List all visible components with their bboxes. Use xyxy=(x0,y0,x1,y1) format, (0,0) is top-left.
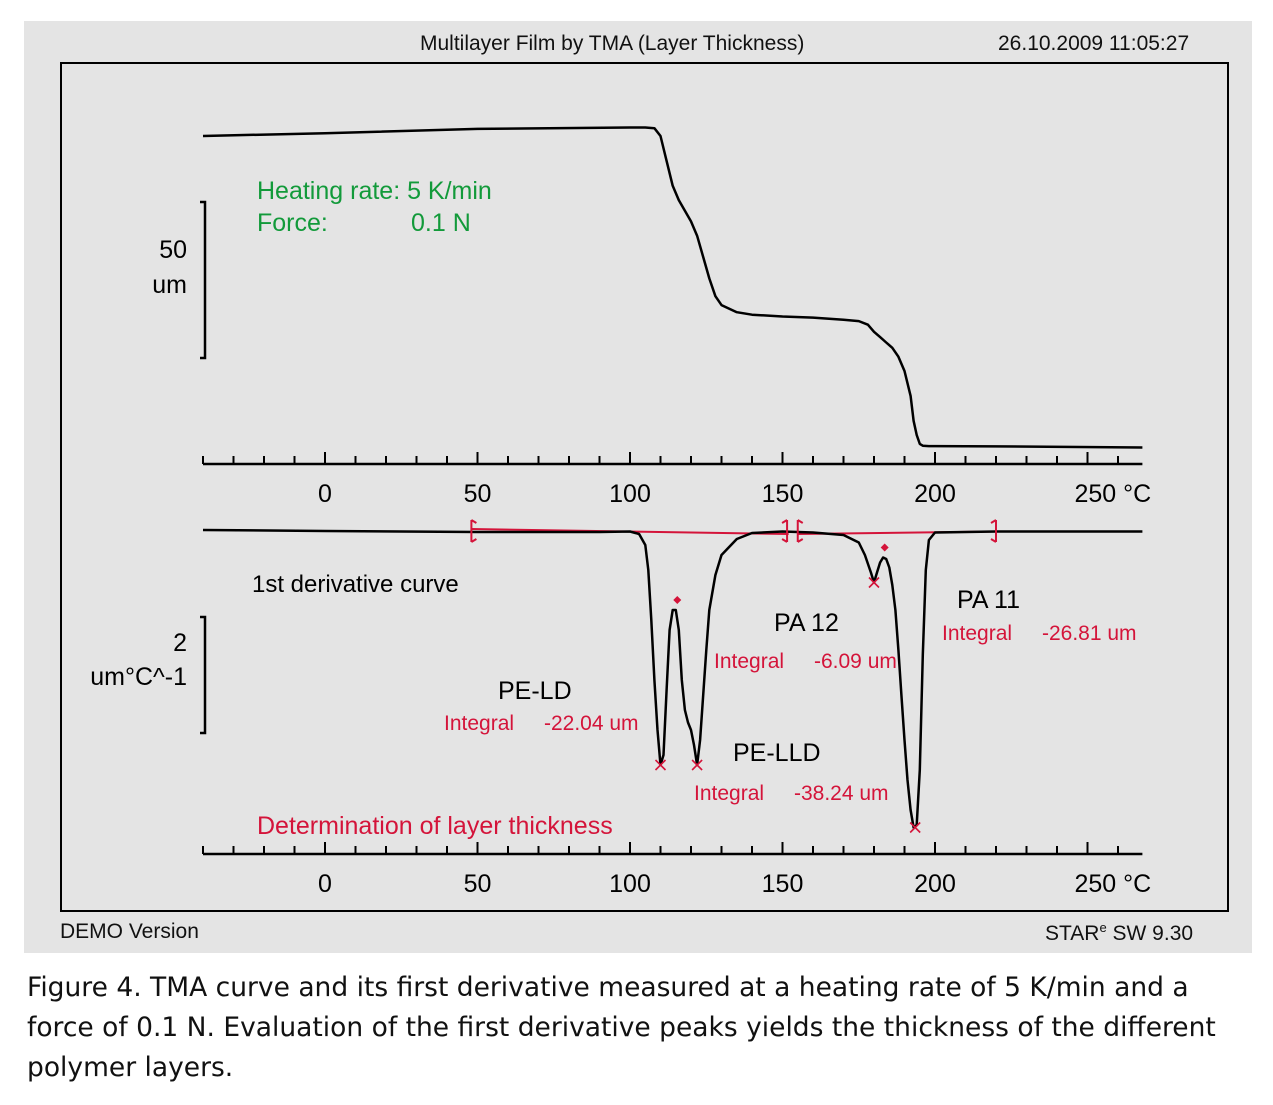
limit-mark xyxy=(781,519,789,543)
integral-value-pa-11: -26.81 um xyxy=(1042,622,1137,645)
peak-mark xyxy=(691,759,703,771)
peak-name-pa-12: PA 12 xyxy=(774,609,839,637)
deriv-scale-value: 2 xyxy=(173,629,187,657)
deriv-x-tick-label: 0 xyxy=(318,870,332,898)
software-version: SW 9.30 xyxy=(1106,922,1194,945)
peak-name-pe-ld: PE-LD xyxy=(498,677,572,705)
deriv-x-tick-label: 200 xyxy=(914,870,956,898)
figure-caption: Figure 4. TMA curve and its first deriva… xyxy=(27,972,1216,1083)
software-brand: STAR xyxy=(1045,922,1100,945)
integral-label-pa-11: Integral xyxy=(942,622,1012,645)
plot-frame xyxy=(60,62,1229,912)
max-mark xyxy=(673,596,682,604)
deriv-x-tick-label: 100 xyxy=(609,870,651,898)
determination-label: Determination of layer thickness xyxy=(257,812,613,840)
integral-value-pe-lld: -38.24 um xyxy=(794,782,889,805)
figure-panel: 50 um Heating rate: 5 K/min Force: 0.1 N 0 50 1… xyxy=(24,21,1252,953)
deriv-x-tick-label: 150 xyxy=(762,870,804,898)
tma-scale-unit: um xyxy=(152,271,187,299)
tma-x-tick-label: 50 xyxy=(464,480,492,508)
deriv-x-tick-label: 50 xyxy=(464,870,492,898)
limit-mark xyxy=(990,519,997,543)
force-label: Force: xyxy=(257,209,328,237)
integral-label-pa-12: Integral xyxy=(714,650,784,673)
max-mark xyxy=(880,543,889,552)
peak-mark xyxy=(909,821,921,834)
tma-x-tick-label: 250 °C xyxy=(1075,480,1152,508)
tma-x-tick-label: 100 xyxy=(609,480,651,508)
limit-mark xyxy=(796,519,804,543)
derivative-curve xyxy=(202,528,1143,829)
integral-label-pe-ld: Integral xyxy=(444,712,514,735)
demo-version-label: DEMO Version xyxy=(60,920,199,943)
force-value: 0.1 N xyxy=(411,209,471,237)
chart-title: Multilayer Film by TMA (Layer Thickness) xyxy=(420,32,805,55)
tma-scale-value: 50 xyxy=(159,236,187,264)
tma-x-tick-label: 200 xyxy=(914,480,956,508)
peak-mark xyxy=(654,759,667,771)
deriv-scale-unit: um°C^-1 xyxy=(90,663,187,691)
peak-name-pa-11: PA 11 xyxy=(957,586,1020,614)
heating-rate-label: Heating rate: 5 K/min xyxy=(257,177,492,205)
peak-name-pe-lld: PE-LLD xyxy=(733,739,821,767)
timestamp: 26.10.2009 11:05:27 xyxy=(998,32,1190,55)
integral-label-pe-lld: Integral xyxy=(694,782,764,805)
tma-x-tick-label: 0 xyxy=(318,480,332,508)
limit-mark xyxy=(470,519,477,543)
deriv-x-tick-label: 250 °C xyxy=(1075,870,1152,898)
tma-curve xyxy=(202,126,1143,449)
software-version-label: STARe SW 9.30 xyxy=(1045,920,1193,946)
software-brand-sup: e xyxy=(1099,920,1107,935)
deriv-scale-bar xyxy=(200,615,207,735)
derivative-curve-label: 1st derivative curve xyxy=(252,571,459,598)
integral-value-pe-ld: -22.04 um xyxy=(544,712,639,735)
tma-chart: 50 um Heating rate: 5 K/min Force: 0.1 N 0 50 1… xyxy=(60,62,1229,912)
peak-mark xyxy=(868,576,880,589)
integral-value-pa-12: -6.09 um xyxy=(814,650,897,673)
tma-scale-bar xyxy=(200,200,207,360)
tma-x-tick-label: 150 xyxy=(762,480,804,508)
